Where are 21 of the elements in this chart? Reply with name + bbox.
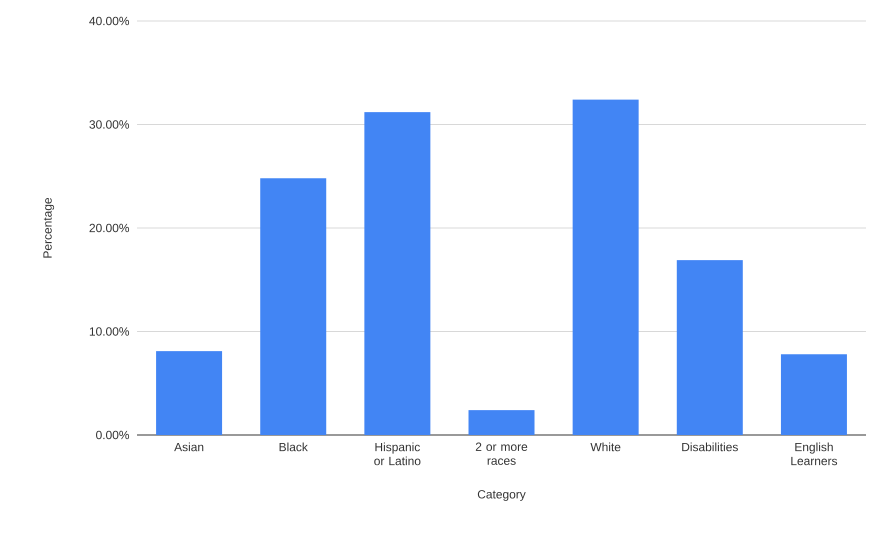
x-tick-label: Disabilities	[682, 442, 738, 452]
bar	[260, 178, 326, 435]
x-tick-label: Hispanic or Latino	[374, 442, 420, 466]
x-tick-label: White	[590, 442, 620, 452]
x-tick-label: Black	[280, 442, 308, 452]
x-tick-label: English Learners	[791, 442, 838, 466]
x-axis-title: Category	[478, 490, 526, 501]
y-tick-label: 0.00%	[96, 430, 130, 440]
y-tick-label: 10.00%	[90, 327, 130, 336]
bar	[364, 112, 430, 435]
bar	[780, 354, 847, 435]
bar	[572, 100, 639, 435]
bar	[468, 410, 535, 435]
y-tick-label: 30.00%	[89, 120, 130, 129]
bar	[156, 351, 222, 435]
y-tick-label: 40.00%	[89, 16, 130, 26]
y-axis-title: Percentage	[43, 198, 54, 258]
bar	[676, 260, 743, 435]
x-tick-label: 2 or more races	[476, 442, 528, 465]
x-tick-label: Asian	[174, 442, 204, 452]
y-tick-label: 20.00%	[90, 224, 130, 232]
